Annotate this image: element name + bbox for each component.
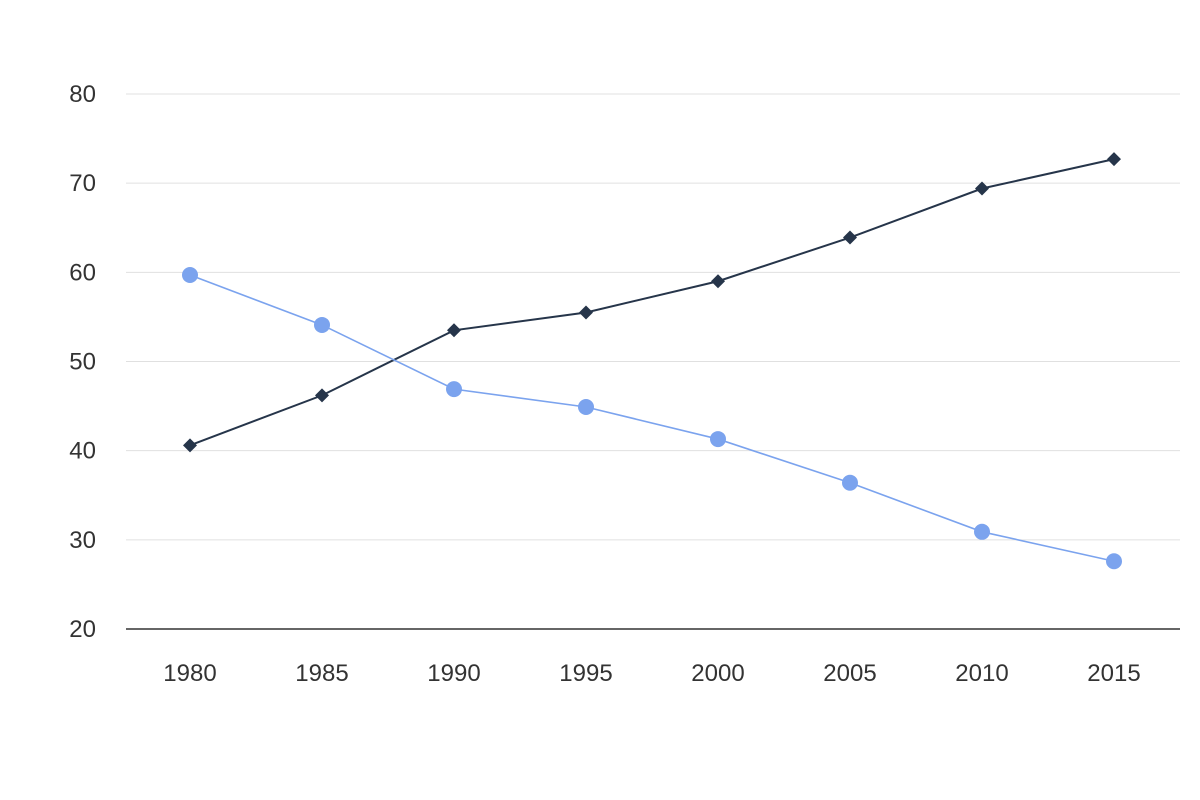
series-1-point-1980 [183, 438, 197, 453]
series-1-point-2005 [843, 230, 857, 245]
x-tick-label-2005: 2005 [823, 660, 876, 687]
y-tick-label-80: 80 [69, 81, 96, 108]
series-2-point-1980 [182, 267, 198, 284]
grid-layer [126, 93, 1180, 541]
series-2-point-2015 [1106, 553, 1122, 570]
axis-layer: 20 30 40 50 60 70 80 1980 1985 1990 1995 2000 2005 20… [69, 81, 1180, 687]
series-1-point-2015 [1107, 152, 1121, 167]
series-1-point-1985 [315, 388, 329, 403]
series-1 [183, 152, 1121, 453]
y-tick-label-30: 30 [69, 527, 96, 554]
series-2-point-2000 [710, 431, 726, 448]
y-tick-label-40: 40 [69, 438, 96, 465]
series-1-point-1995 [579, 305, 593, 320]
y-tick-label-70: 70 [69, 170, 96, 197]
x-tick-label-1980: 1980 [163, 660, 216, 687]
x-tick-label-1985: 1985 [295, 660, 348, 687]
series-1-point-2010 [975, 181, 989, 196]
x-tick-label-2010: 2010 [955, 660, 1008, 687]
series-2-point-2010 [974, 523, 990, 540]
x-tick-label-2015: 2015 [1087, 660, 1140, 687]
series-2 [182, 267, 1122, 570]
x-tick-label-1995: 1995 [559, 660, 612, 687]
series-1-line [189, 158, 1115, 447]
x-tick-label-2000: 2000 [691, 660, 744, 687]
series-1-point-1990 [447, 323, 461, 338]
x-tick-label-1990: 1990 [427, 660, 480, 687]
series-2-point-2005 [842, 474, 858, 491]
y-tick-label-60: 60 [69, 259, 96, 286]
series-1-point-2000 [711, 274, 725, 289]
y-tick-label-50: 50 [69, 349, 96, 376]
series-2-line [189, 274, 1115, 563]
y-tick-label-20: 20 [69, 616, 96, 643]
series-2-point-1985 [314, 316, 330, 333]
series-2-point-1995 [578, 398, 594, 415]
series-layer [182, 152, 1122, 570]
series-2-point-1990 [446, 381, 462, 398]
